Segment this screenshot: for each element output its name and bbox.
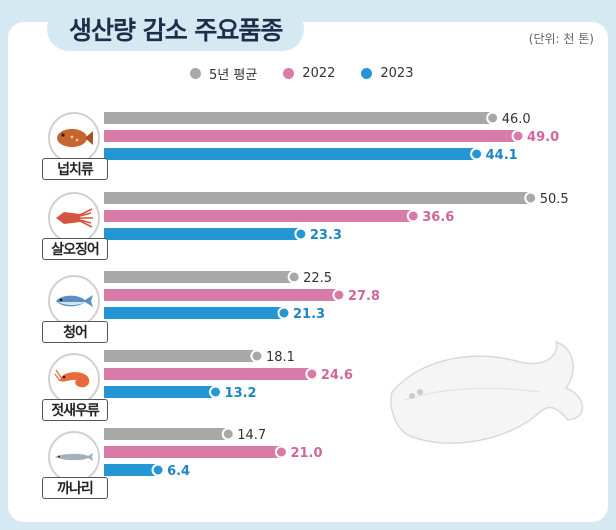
legend-swatch-2022 <box>283 68 295 79</box>
bar-avg <box>104 271 295 283</box>
category-squid: 살오징어 <box>42 192 108 262</box>
legend-swatch-2023 <box>361 68 373 79</box>
bar-end-marker <box>221 427 235 441</box>
data-label: 36.6 <box>422 210 454 225</box>
shrimp-icon-frame <box>48 353 100 405</box>
legend: 5년 평균 2022 2023 <box>190 64 439 83</box>
category-label: 까나리 <box>42 477 108 499</box>
category-herring: 청어 <box>42 275 108 345</box>
bar-2023 <box>104 307 284 319</box>
herring-icon-frame <box>48 275 100 327</box>
legend-label-2022: 2022 <box>302 66 336 81</box>
legend-item-2022: 2022 <box>283 66 335 81</box>
bar-end-marker <box>470 147 484 161</box>
flatfish-icon <box>57 129 93 147</box>
category-shrimp: 젓새우류 <box>42 353 108 423</box>
data-label: 18.1 <box>266 350 295 365</box>
bar-end-marker <box>524 191 538 205</box>
bar-2022 <box>104 210 414 222</box>
bar-avg <box>104 192 531 204</box>
legend-label-avg: 5년 평균 <box>209 68 258 83</box>
data-label: 13.2 <box>225 386 257 401</box>
data-label: 24.6 <box>321 368 353 383</box>
title-pill: 생산량 감소 주요품종 <box>47 7 305 51</box>
category-sand-lance: 까나리 <box>42 431 108 501</box>
data-label: 21.3 <box>293 307 325 322</box>
bar-end-marker <box>305 367 319 381</box>
squid-icon-frame <box>48 192 100 244</box>
data-label: 44.1 <box>486 148 518 163</box>
sand-lance-icon <box>55 453 93 461</box>
bar-end-marker <box>151 463 165 477</box>
bar-end-marker <box>209 385 223 399</box>
legend-item-2023: 2023 <box>361 66 413 81</box>
bar-avg <box>104 428 229 440</box>
category-label: 젓새우류 <box>42 399 108 421</box>
unit-label: (단위: 천 톤) <box>528 32 594 46</box>
bar-2023 <box>104 386 216 398</box>
category-label: 살오징어 <box>42 238 108 260</box>
flatfish-illustration-icon <box>390 340 584 444</box>
data-label: 50.5 <box>540 192 569 207</box>
bar-2023 <box>104 228 301 240</box>
legend-swatch-avg <box>190 68 201 79</box>
data-label: 23.3 <box>310 228 342 243</box>
data-label: 46.0 <box>502 112 531 127</box>
bar-end-marker <box>294 227 308 241</box>
bar-end-marker <box>486 111 500 125</box>
data-label: 6.4 <box>167 464 190 479</box>
bar-2023 <box>104 148 477 160</box>
bar-avg <box>104 112 493 124</box>
flatfish-icon-frame <box>48 112 100 164</box>
bar-end-marker <box>277 306 291 320</box>
bar-2022 <box>104 289 339 301</box>
category-flatfish: 넙치류 <box>42 112 108 182</box>
category-label: 넙치류 <box>42 158 108 180</box>
bar-end-marker <box>511 129 525 143</box>
category-label: 청어 <box>42 321 108 343</box>
chart-title: 생산량 감소 주요품종 <box>69 16 283 45</box>
data-label: 27.8 <box>348 289 380 304</box>
bar-end-marker <box>406 209 420 223</box>
legend-item-avg: 5년 평균 <box>190 64 257 83</box>
bar-2022 <box>104 130 519 142</box>
squid-icon <box>56 208 93 228</box>
sand-lance-icon-frame <box>48 431 100 483</box>
bar-end-marker <box>274 445 288 459</box>
bar-avg <box>104 350 257 362</box>
bar-end-marker <box>250 349 264 363</box>
data-label: 22.5 <box>303 271 332 286</box>
bar-2023 <box>104 464 159 476</box>
data-label: 14.7 <box>237 428 266 443</box>
data-label: 21.0 <box>290 446 322 461</box>
bar-2022 <box>104 446 282 458</box>
shrimp-icon <box>54 369 90 388</box>
legend-label-2023: 2023 <box>380 66 414 81</box>
herring-icon <box>56 295 93 307</box>
bar-end-marker <box>287 270 301 284</box>
bar-end-marker <box>332 288 346 302</box>
bar-2022 <box>104 368 312 380</box>
data-label: 49.0 <box>527 130 559 145</box>
